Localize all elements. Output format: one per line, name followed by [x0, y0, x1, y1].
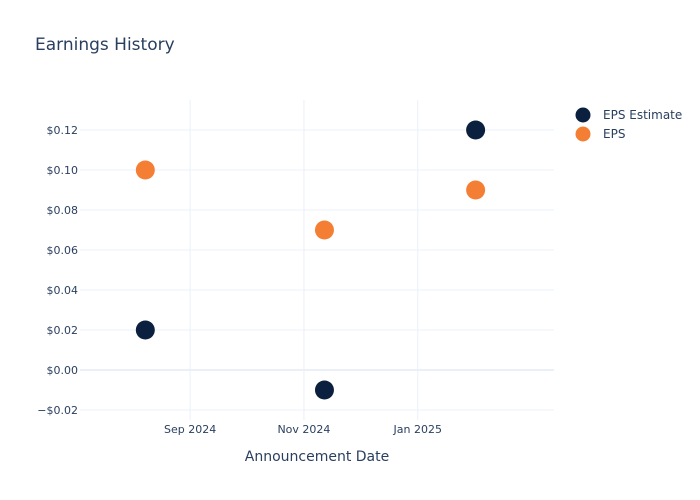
data-point[interactable]: [466, 120, 486, 140]
data-point[interactable]: [314, 220, 334, 240]
y-tick-label: $0.08: [47, 204, 79, 217]
data-point[interactable]: [135, 320, 155, 340]
points-layer: [135, 120, 486, 400]
data-point[interactable]: [135, 160, 155, 180]
chart-title: Earnings History: [35, 35, 175, 55]
grid-layer: [80, 100, 554, 420]
data-point[interactable]: [466, 180, 486, 200]
data-point[interactable]: [314, 380, 334, 400]
x-axis-title: Announcement Date: [245, 449, 389, 465]
y-tick-label: $0.02: [47, 324, 79, 337]
legend-item[interactable]: EPS: [575, 126, 626, 142]
y-axis: −$0.02 $0.00 $0.02 $0.04 $0.06 $0.08 $0.10 $0.1…: [37, 124, 78, 417]
legend[interactable]: EPS Estimate EPS: [575, 107, 683, 142]
y-tick-label: $0.04: [47, 284, 79, 297]
y-tick-label: $0.12: [47, 124, 79, 137]
y-tick-label: $0.06: [47, 244, 79, 257]
legend-item[interactable]: EPS Estimate: [575, 107, 683, 123]
y-tick-label: $0.00: [47, 364, 79, 377]
x-tick-label: Sep 2024: [164, 423, 216, 436]
x-axis: Sep 2024 Nov 2024 Jan 2025: [164, 423, 442, 436]
y-tick-label: −$0.02: [37, 404, 78, 417]
legend-label: EPS Estimate: [603, 108, 682, 122]
legend-marker: [575, 107, 591, 123]
legend-marker: [575, 126, 591, 142]
x-tick-label: Jan 2025: [393, 423, 442, 436]
y-tick-label: $0.10: [47, 164, 79, 177]
legend-label: EPS: [603, 127, 625, 141]
x-tick-label: Nov 2024: [277, 423, 330, 436]
